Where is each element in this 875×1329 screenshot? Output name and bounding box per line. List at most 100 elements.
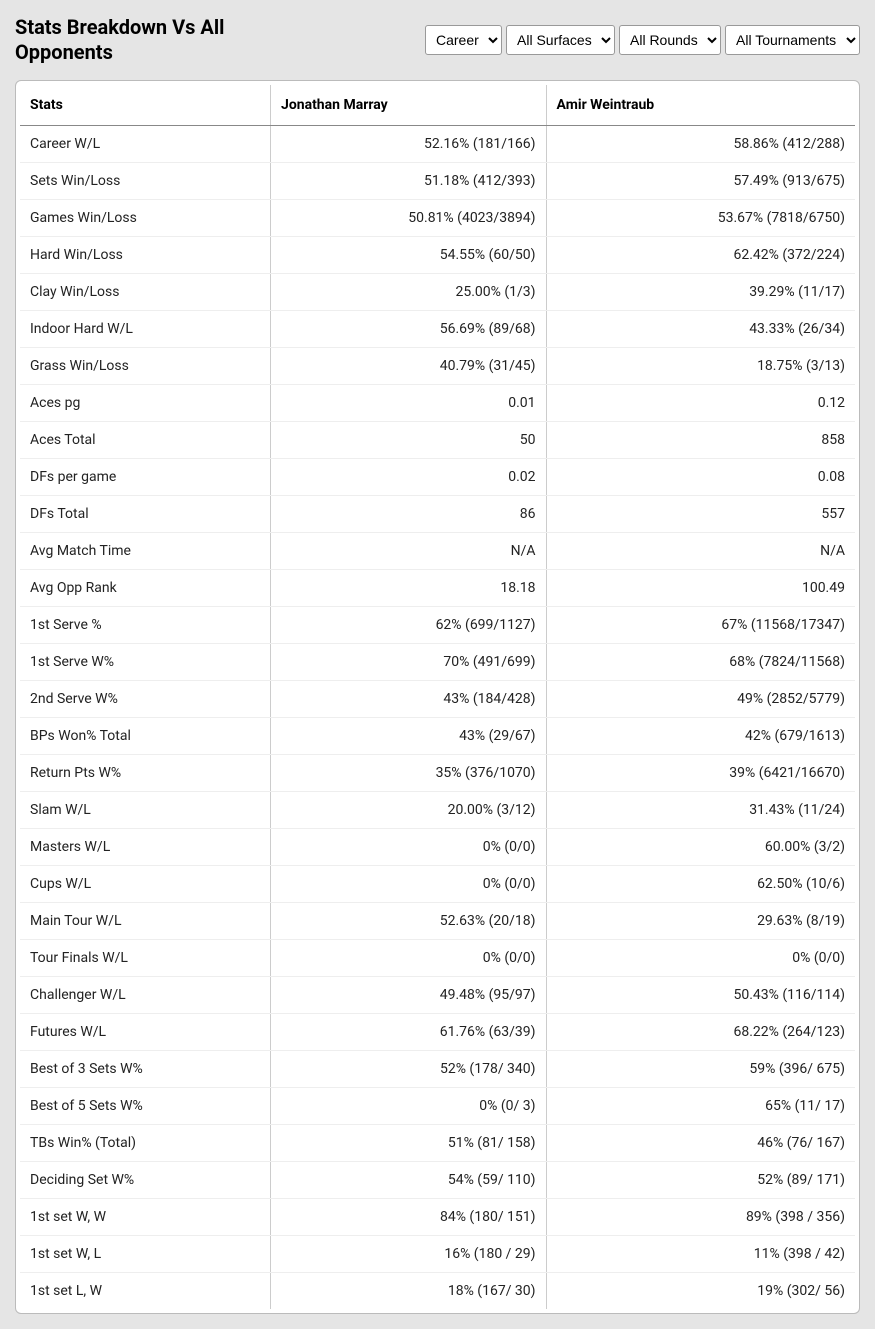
player1-value: 25.00% (1/3) xyxy=(271,274,547,311)
player1-value: 40.79% (31/45) xyxy=(271,348,547,385)
table-row: Best of 3 Sets W%52% (178/ 340)59% (396/… xyxy=(20,1051,855,1088)
filter-period[interactable]: Career xyxy=(425,25,502,55)
player2-value: 0.12 xyxy=(546,385,855,422)
player1-value: 54.55% (60/50) xyxy=(271,237,547,274)
player1-value: 0.02 xyxy=(271,459,547,496)
stat-label: Masters W/L xyxy=(20,829,271,866)
player2-value: 62.42% (372/224) xyxy=(546,237,855,274)
table-row: Main Tour W/L52.63% (20/18)29.63% (8/19) xyxy=(20,903,855,940)
stat-label: Sets Win/Loss xyxy=(20,163,271,200)
player2-value: 18.75% (3/13) xyxy=(546,348,855,385)
table-row: Clay Win/Loss25.00% (1/3)39.29% (11/17) xyxy=(20,274,855,311)
player1-value: 86 xyxy=(271,496,547,533)
player2-value: 42% (679/1613) xyxy=(546,718,855,755)
table-row: Indoor Hard W/L56.69% (89/68)43.33% (26/… xyxy=(20,311,855,348)
table-row: Aces Total50858 xyxy=(20,422,855,459)
table-row: Deciding Set W%54% (59/ 110)52% (89/ 171… xyxy=(20,1162,855,1199)
table-row: Cups W/L0% (0/0)62.50% (10/6) xyxy=(20,866,855,903)
table-row: Games Win/Loss50.81% (4023/3894)53.67% (… xyxy=(20,200,855,237)
stat-label: Aces pg xyxy=(20,385,271,422)
table-row: Career W/L52.16% (181/166)58.86% (412/28… xyxy=(20,126,855,163)
table-row: Futures W/L61.76% (63/39)68.22% (264/123… xyxy=(20,1014,855,1051)
stat-label: 1st Serve W% xyxy=(20,644,271,681)
player1-value: 43% (29/67) xyxy=(271,718,547,755)
player1-value: 52.16% (181/166) xyxy=(271,126,547,163)
player2-value: 43.33% (26/34) xyxy=(546,311,855,348)
stat-label: Return Pts W% xyxy=(20,755,271,792)
player2-value: 68% (7824/11568) xyxy=(546,644,855,681)
player1-value: 50.81% (4023/3894) xyxy=(271,200,547,237)
player2-value: 89% (398 / 356) xyxy=(546,1199,855,1236)
player1-value: 0% (0/0) xyxy=(271,829,547,866)
stat-label: Challenger W/L xyxy=(20,977,271,1014)
table-row: DFs Total86557 xyxy=(20,496,855,533)
player2-value: 50.43% (116/114) xyxy=(546,977,855,1014)
table-row: 1st set W, W84% (180/ 151)89% (398 / 356… xyxy=(20,1199,855,1236)
player2-value: 58.86% (412/288) xyxy=(546,126,855,163)
table-row: Return Pts W%35% (376/1070)39% (6421/166… xyxy=(20,755,855,792)
stat-label: Avg Opp Rank xyxy=(20,570,271,607)
filter-round[interactable]: All Rounds xyxy=(619,25,721,55)
table-row: 1st Serve %62% (699/1127)67% (11568/1734… xyxy=(20,607,855,644)
stat-label: Cups W/L xyxy=(20,866,271,903)
table-row: 1st set W, L16% (180 / 29)11% (398 / 42) xyxy=(20,1236,855,1273)
player1-value: 0.01 xyxy=(271,385,547,422)
player2-value: 53.67% (7818/6750) xyxy=(546,200,855,237)
player2-value: 60.00% (3/2) xyxy=(546,829,855,866)
player2-value: N/A xyxy=(546,533,855,570)
player1-value: 0% (0/0) xyxy=(271,940,547,977)
filter-tournament[interactable]: All Tournaments xyxy=(725,25,860,55)
stat-label: Main Tour W/L xyxy=(20,903,271,940)
stat-label: Games Win/Loss xyxy=(20,200,271,237)
stat-label: Aces Total xyxy=(20,422,271,459)
col-header-player2: Amir Weintraub xyxy=(546,85,855,126)
player2-value: 57.49% (913/675) xyxy=(546,163,855,200)
stat-label: Futures W/L xyxy=(20,1014,271,1051)
stat-label: Clay Win/Loss xyxy=(20,274,271,311)
stat-label: Tour Finals W/L xyxy=(20,940,271,977)
filter-bar: Career All Surfaces All Rounds All Tourn… xyxy=(425,25,860,55)
stat-label: 1st set L, W xyxy=(20,1273,271,1310)
player1-value: 0% (0/0) xyxy=(271,866,547,903)
filter-surface[interactable]: All Surfaces xyxy=(506,25,615,55)
player1-value: 62% (699/1127) xyxy=(271,607,547,644)
table-row: Tour Finals W/L0% (0/0)0% (0/0) xyxy=(20,940,855,977)
player1-value: 56.69% (89/68) xyxy=(271,311,547,348)
stat-label: 1st set W, L xyxy=(20,1236,271,1273)
player2-value: 19% (302/ 56) xyxy=(546,1273,855,1310)
stat-label: 1st Serve % xyxy=(20,607,271,644)
stat-label: Best of 3 Sets W% xyxy=(20,1051,271,1088)
stat-label: Slam W/L xyxy=(20,792,271,829)
table-row: Slam W/L20.00% (3/12)31.43% (11/24) xyxy=(20,792,855,829)
stat-label: DFs per game xyxy=(20,459,271,496)
stat-label: Avg Match Time xyxy=(20,533,271,570)
stats-table: Stats Jonathan Marray Amir Weintraub Car… xyxy=(20,85,855,1309)
player2-value: 29.63% (8/19) xyxy=(546,903,855,940)
player2-value: 0.08 xyxy=(546,459,855,496)
player1-value: 54% (59/ 110) xyxy=(271,1162,547,1199)
table-row: 1st Serve W%70% (491/699)68% (7824/11568… xyxy=(20,644,855,681)
stat-label: Best of 5 Sets W% xyxy=(20,1088,271,1125)
page-title: Stats Breakdown Vs All Opponents xyxy=(15,15,315,65)
player1-value: N/A xyxy=(271,533,547,570)
player1-value: 0% (0/ 3) xyxy=(271,1088,547,1125)
table-row: Avg Match TimeN/AN/A xyxy=(20,533,855,570)
table-row: Best of 5 Sets W%0% (0/ 3)65% (11/ 17) xyxy=(20,1088,855,1125)
table-row: Aces pg0.010.12 xyxy=(20,385,855,422)
player2-value: 59% (396/ 675) xyxy=(546,1051,855,1088)
player2-value: 557 xyxy=(546,496,855,533)
player1-value: 52% (178/ 340) xyxy=(271,1051,547,1088)
player1-value: 18% (167/ 30) xyxy=(271,1273,547,1310)
col-header-player1: Jonathan Marray xyxy=(271,85,547,126)
player2-value: 100.49 xyxy=(546,570,855,607)
table-row: Avg Opp Rank18.18100.49 xyxy=(20,570,855,607)
player1-value: 49.48% (95/97) xyxy=(271,977,547,1014)
player2-value: 68.22% (264/123) xyxy=(546,1014,855,1051)
stat-label: Indoor Hard W/L xyxy=(20,311,271,348)
stat-label: 2nd Serve W% xyxy=(20,681,271,718)
player2-value: 11% (398 / 42) xyxy=(546,1236,855,1273)
table-row: Grass Win/Loss40.79% (31/45)18.75% (3/13… xyxy=(20,348,855,385)
stat-label: 1st set W, W xyxy=(20,1199,271,1236)
player2-value: 39% (6421/16670) xyxy=(546,755,855,792)
table-row: Masters W/L0% (0/0)60.00% (3/2) xyxy=(20,829,855,866)
